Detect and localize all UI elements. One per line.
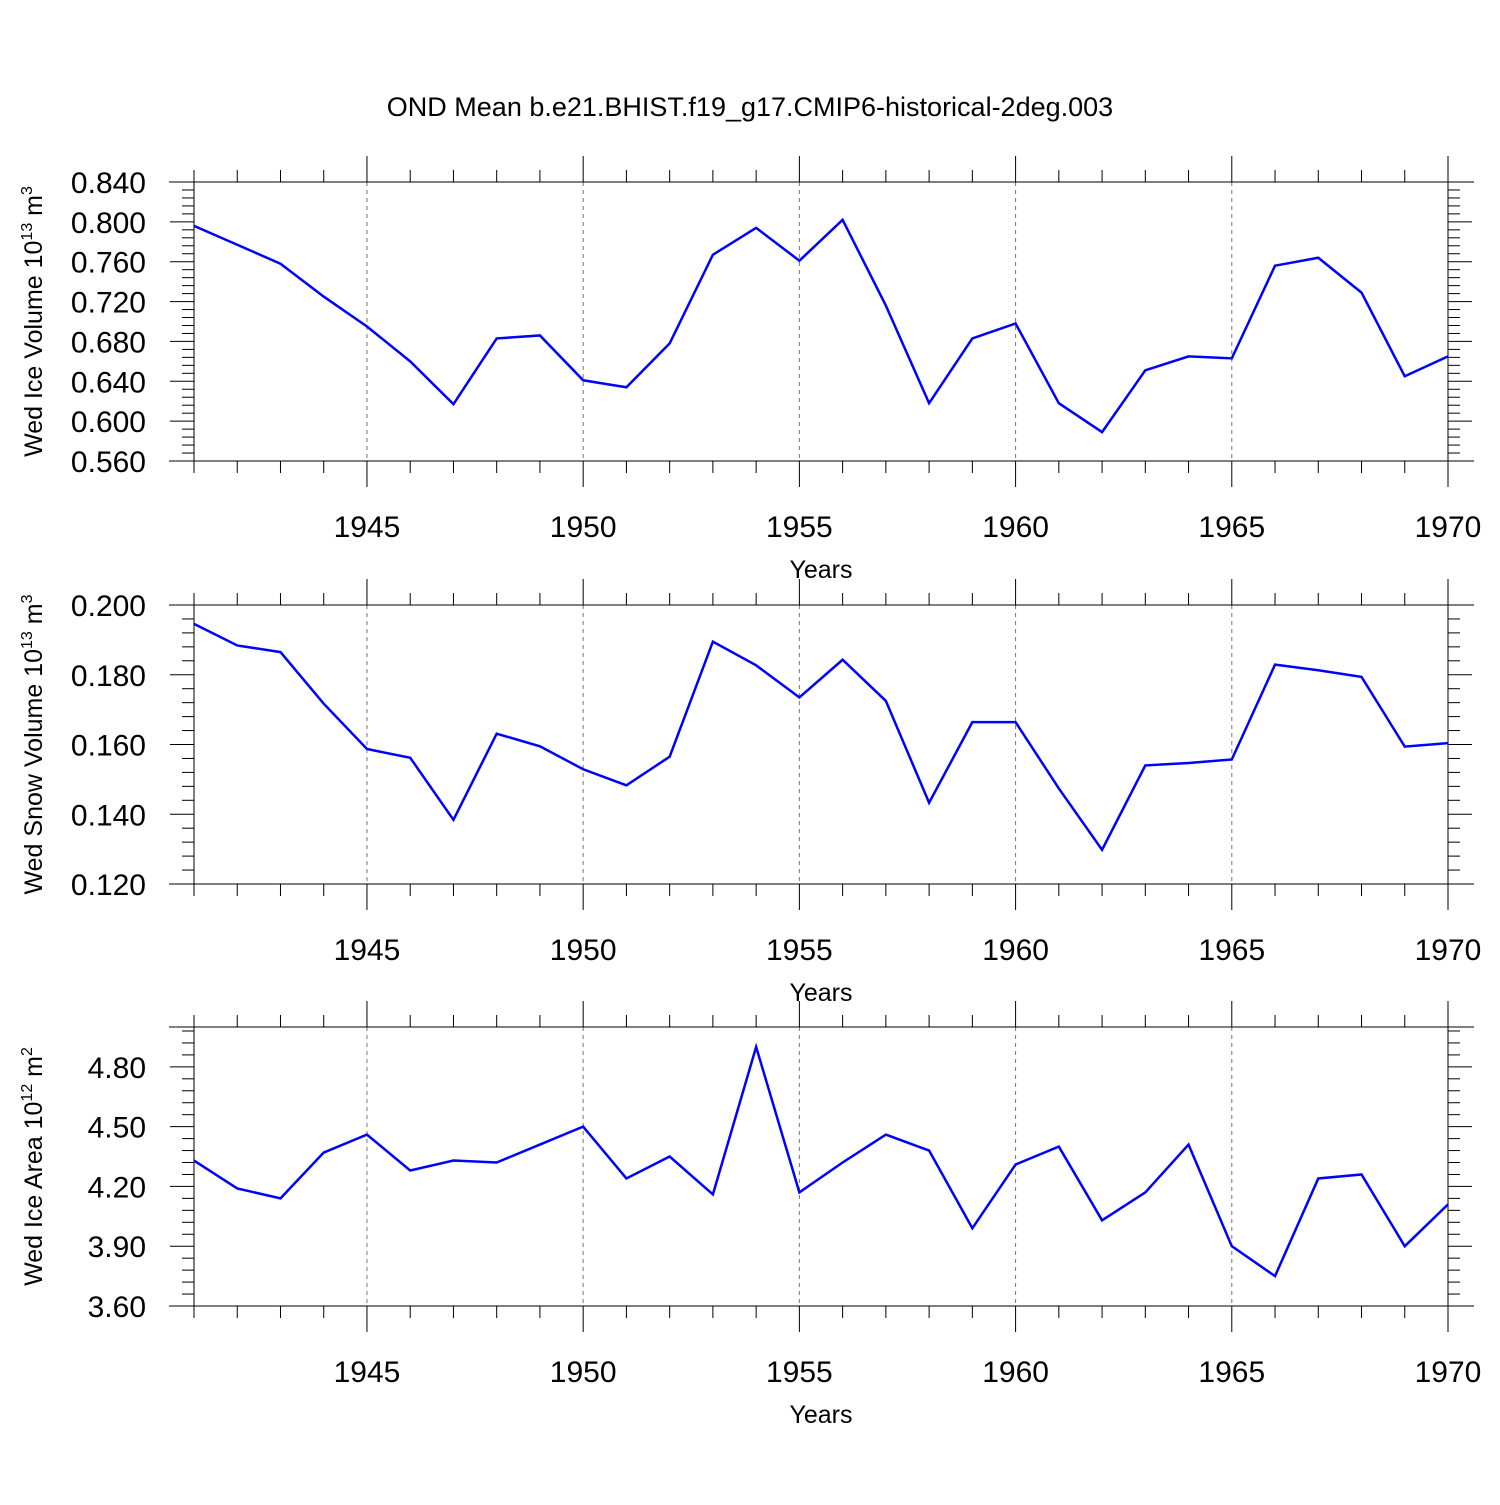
y-tick-label: 0.600 [71, 406, 146, 439]
y-axis-label-superscript: 13 [19, 223, 36, 241]
x-axis-label: Years [789, 1401, 852, 1429]
x-tick-label: 1965 [1198, 934, 1265, 967]
y-tick-label: 0.120 [71, 869, 146, 902]
panel-2: 1945 1950 1955 1960 1965 1970 0.120 0.140 0.160 0… [19, 579, 1481, 1007]
y-tick-label: 4.20 [88, 1171, 146, 1204]
x-tick-label: 1945 [334, 934, 401, 967]
y-tick-label: 0.720 [71, 287, 146, 320]
y-tick-label: 0.760 [71, 247, 146, 280]
y-tick-label: 0.180 [71, 660, 146, 693]
x-tick-label: 1965 [1198, 511, 1265, 544]
y-axis-label-superscript: 13 [19, 631, 36, 649]
x-tick-label: 1945 [334, 511, 401, 544]
y-axis-label-part: Wed Ice Area 10 [20, 1102, 48, 1286]
y-axis-label-superscript: 3 [19, 594, 36, 603]
y-axis-label-part: m [20, 1056, 48, 1084]
x-tick-label: 1945 [334, 1356, 401, 1389]
y-axis-label-part: m [20, 603, 48, 631]
y-tick-label: 0.800 [71, 207, 146, 240]
y-axis-label-superscript: 2 [19, 1047, 36, 1056]
y-axis-label: Wed Snow Volume 1013 m3 [19, 594, 48, 894]
y-tick-label: 0.680 [71, 326, 146, 359]
x-tick-label: 1950 [550, 511, 617, 544]
panel-3: 1945 1950 1955 1960 1965 1970 3.60 3.90 4.20 4.50… [19, 1001, 1481, 1429]
x-tick-label: 1965 [1198, 1356, 1265, 1389]
x-tick-label: 1960 [982, 1356, 1049, 1389]
x-tick-label: 1970 [1415, 934, 1482, 967]
panel-1: 1945 1950 1955 1960 1965 1970 0.560 0.600 0.640 0… [19, 156, 1481, 584]
y-tick-label: 3.90 [88, 1231, 146, 1264]
y-axis-label-part: Wed Snow Volume 10 [20, 649, 48, 895]
data-series-line [193, 1042, 1449, 1278]
figure-title: OND Mean b.e21.BHIST.f19_g17.CMIP6-histo… [386, 92, 1114, 122]
y-axis-label: Wed Ice Volume 1013 m3 [19, 186, 48, 457]
y-tick-label: 0.140 [71, 799, 146, 832]
x-axis-label: Years [789, 556, 852, 584]
x-tick-label: 1955 [766, 1356, 833, 1389]
x-axis-label: Years [789, 979, 852, 1007]
x-tick-label: 1970 [1415, 511, 1482, 544]
x-tick-label: 1960 [982, 511, 1049, 544]
x-tick-label: 1950 [550, 1356, 617, 1389]
x-tick-label: 1960 [982, 934, 1049, 967]
data-series-line [193, 622, 1449, 853]
y-axis-label-part: Wed Ice Volume 10 [20, 241, 48, 457]
y-tick-label: 3.60 [88, 1291, 146, 1324]
y-axis-label: Wed Ice Area 1012 m2 [19, 1047, 48, 1286]
y-tick-label: 0.840 [71, 167, 146, 200]
y-tick-label: 0.640 [71, 366, 146, 399]
x-tick-label: 1955 [766, 511, 833, 544]
x-tick-label: 1970 [1415, 1356, 1482, 1389]
x-tick-label: 1950 [550, 934, 617, 967]
x-tick-label: 1955 [766, 934, 833, 967]
y-axis-label-part: m [20, 195, 48, 223]
y-tick-label: 0.560 [71, 446, 146, 479]
y-tick-label: 0.160 [71, 730, 146, 763]
y-axis-label-superscript: 12 [19, 1084, 36, 1102]
y-tick-label: 0.200 [71, 590, 146, 623]
y-tick-label: 4.80 [88, 1052, 146, 1085]
y-axis-label-superscript: 3 [19, 186, 36, 195]
y-tick-label: 4.50 [88, 1112, 146, 1145]
data-series-line [193, 217, 1449, 434]
